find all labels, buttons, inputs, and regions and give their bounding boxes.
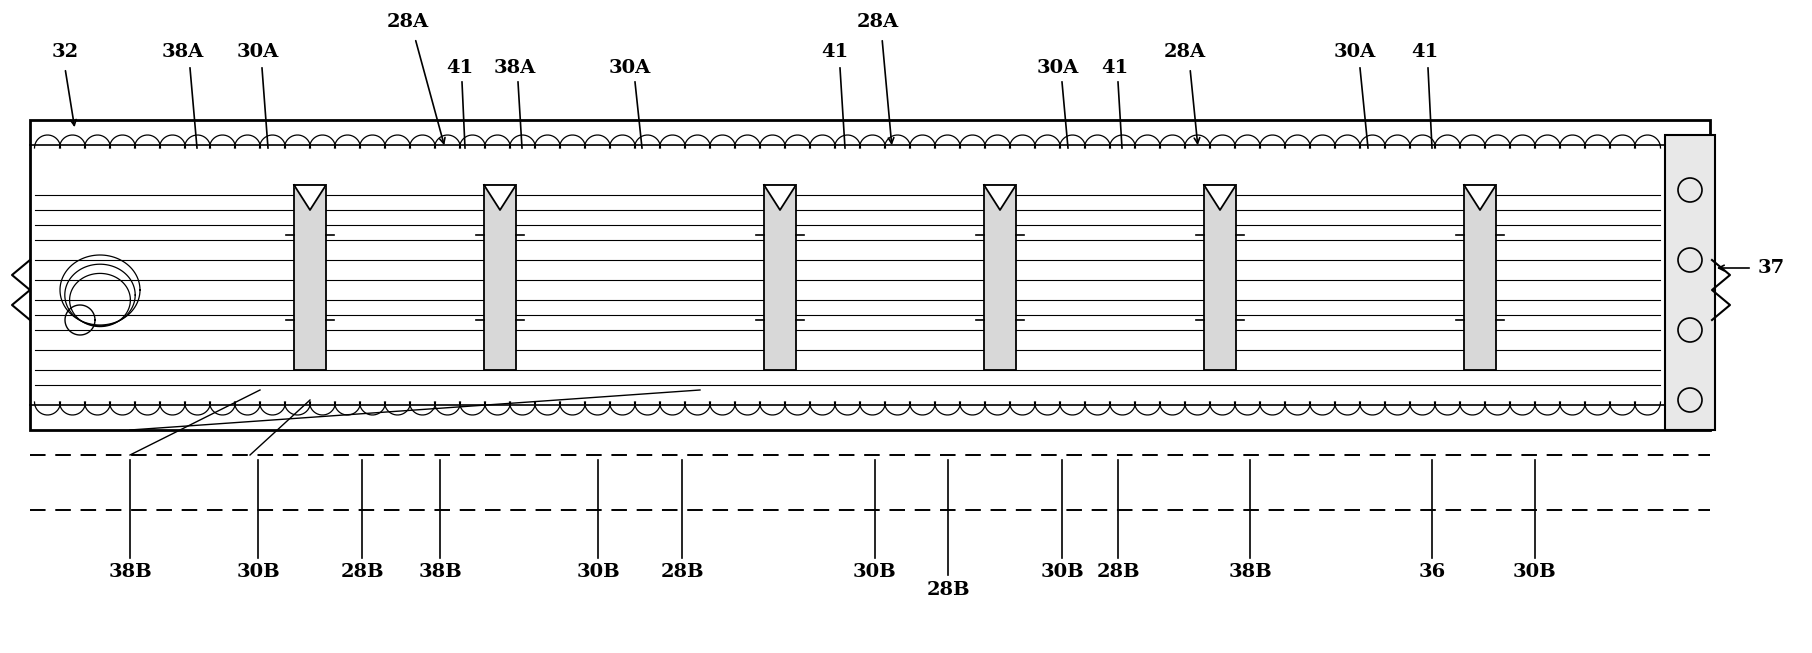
Bar [765, 185, 795, 370]
Text: 38A: 38A [161, 43, 205, 61]
Text: 38B: 38B [419, 563, 462, 581]
Bar [1464, 185, 1497, 370]
Text: 28B: 28B [1096, 563, 1140, 581]
Text: 37: 37 [1758, 259, 1785, 277]
Text: 30B: 30B [236, 563, 279, 581]
Text: 36: 36 [1419, 563, 1446, 581]
Text: 32: 32 [51, 43, 78, 61]
Text: 28B: 28B [341, 563, 384, 581]
Polygon shape [1203, 185, 1236, 210]
Text: 38A: 38A [495, 59, 536, 77]
Text: 28A: 28A [388, 13, 429, 31]
Bar [31, 120, 1711, 430]
Text: 30B: 30B [576, 563, 620, 581]
Polygon shape [1464, 185, 1497, 210]
Polygon shape [484, 185, 516, 210]
Text: 28B: 28B [660, 563, 703, 581]
Text: 28A: 28A [1163, 43, 1207, 61]
Polygon shape [765, 185, 795, 210]
Polygon shape [294, 185, 326, 210]
Bar [984, 185, 1017, 370]
Text: 30B: 30B [1040, 563, 1084, 581]
Text: 30A: 30A [237, 43, 279, 61]
Text: 41: 41 [1412, 43, 1439, 61]
Bar [1203, 185, 1236, 370]
Text: 28B: 28B [926, 581, 969, 599]
Text: 30B: 30B [853, 563, 897, 581]
Text: 38B: 38B [1229, 563, 1272, 581]
Text: 41: 41 [446, 59, 473, 77]
Text: 38B: 38B [109, 563, 152, 581]
Polygon shape [984, 185, 1017, 210]
Text: 30A: 30A [1036, 59, 1080, 77]
Bar [484, 185, 516, 370]
Text: 30A: 30A [609, 59, 651, 77]
Bar [294, 185, 326, 370]
Text: 41: 41 [1102, 59, 1129, 77]
Text: 28A: 28A [857, 13, 899, 31]
Text: 30B: 30B [1513, 563, 1557, 581]
Text: 41: 41 [821, 43, 848, 61]
Bar [1665, 135, 1714, 430]
Text: 30A: 30A [1334, 43, 1375, 61]
